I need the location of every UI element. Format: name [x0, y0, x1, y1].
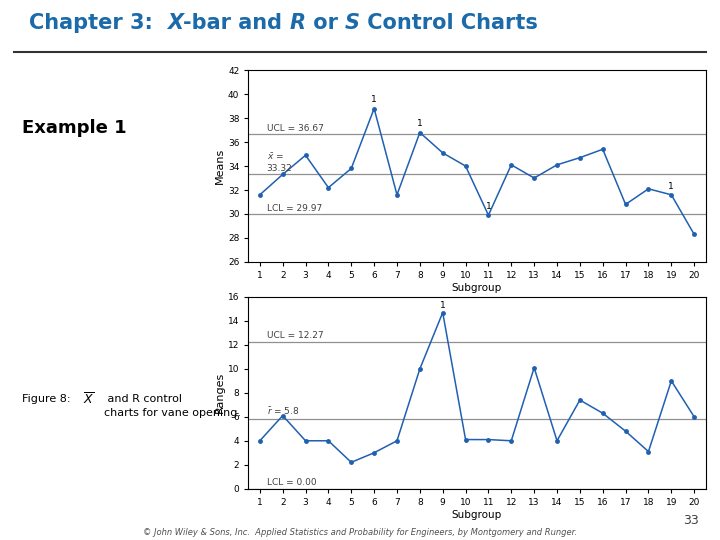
Text: R: R: [289, 12, 306, 33]
Text: © John Wiley & Sons, Inc.  Applied Statistics and Probability for Engineers, by : © John Wiley & Sons, Inc. Applied Statis…: [143, 528, 577, 537]
Y-axis label: Ranges: Ranges: [215, 372, 225, 414]
Text: -bar and: -bar and: [184, 12, 289, 33]
X-axis label: Subgroup: Subgroup: [452, 510, 502, 519]
Text: $\bar{x}$ =
33.32: $\bar{x}$ = 33.32: [266, 152, 292, 173]
X-axis label: Subgroup: Subgroup: [452, 283, 502, 293]
Text: 33: 33: [683, 514, 698, 526]
Text: $\overline{X}$: $\overline{X}$: [83, 392, 94, 407]
Y-axis label: Means: Means: [215, 148, 225, 184]
Text: 1: 1: [417, 119, 423, 129]
Text: X: X: [167, 12, 184, 33]
Text: or: or: [306, 12, 345, 33]
Text: Figure 8:: Figure 8:: [22, 394, 73, 404]
Text: UCL = 12.27: UCL = 12.27: [266, 331, 323, 340]
Text: LCL = 29.97: LCL = 29.97: [266, 204, 322, 213]
Text: S: S: [345, 12, 360, 33]
Text: 1: 1: [668, 181, 674, 191]
Text: $\bar{r}$ = 5.8: $\bar{r}$ = 5.8: [266, 406, 299, 417]
Text: UCL = 36.67: UCL = 36.67: [266, 124, 323, 133]
Text: Example 1: Example 1: [22, 119, 126, 137]
Text: 1: 1: [485, 202, 491, 211]
Text: 1: 1: [372, 96, 377, 104]
Text: Chapter 3:: Chapter 3:: [29, 12, 167, 33]
Text: LCL = 0.00: LCL = 0.00: [266, 478, 316, 487]
Text: and R control
charts for vane opening.: and R control charts for vane opening.: [104, 394, 241, 418]
Text: 1: 1: [440, 301, 446, 309]
Text: Control Charts: Control Charts: [360, 12, 538, 33]
